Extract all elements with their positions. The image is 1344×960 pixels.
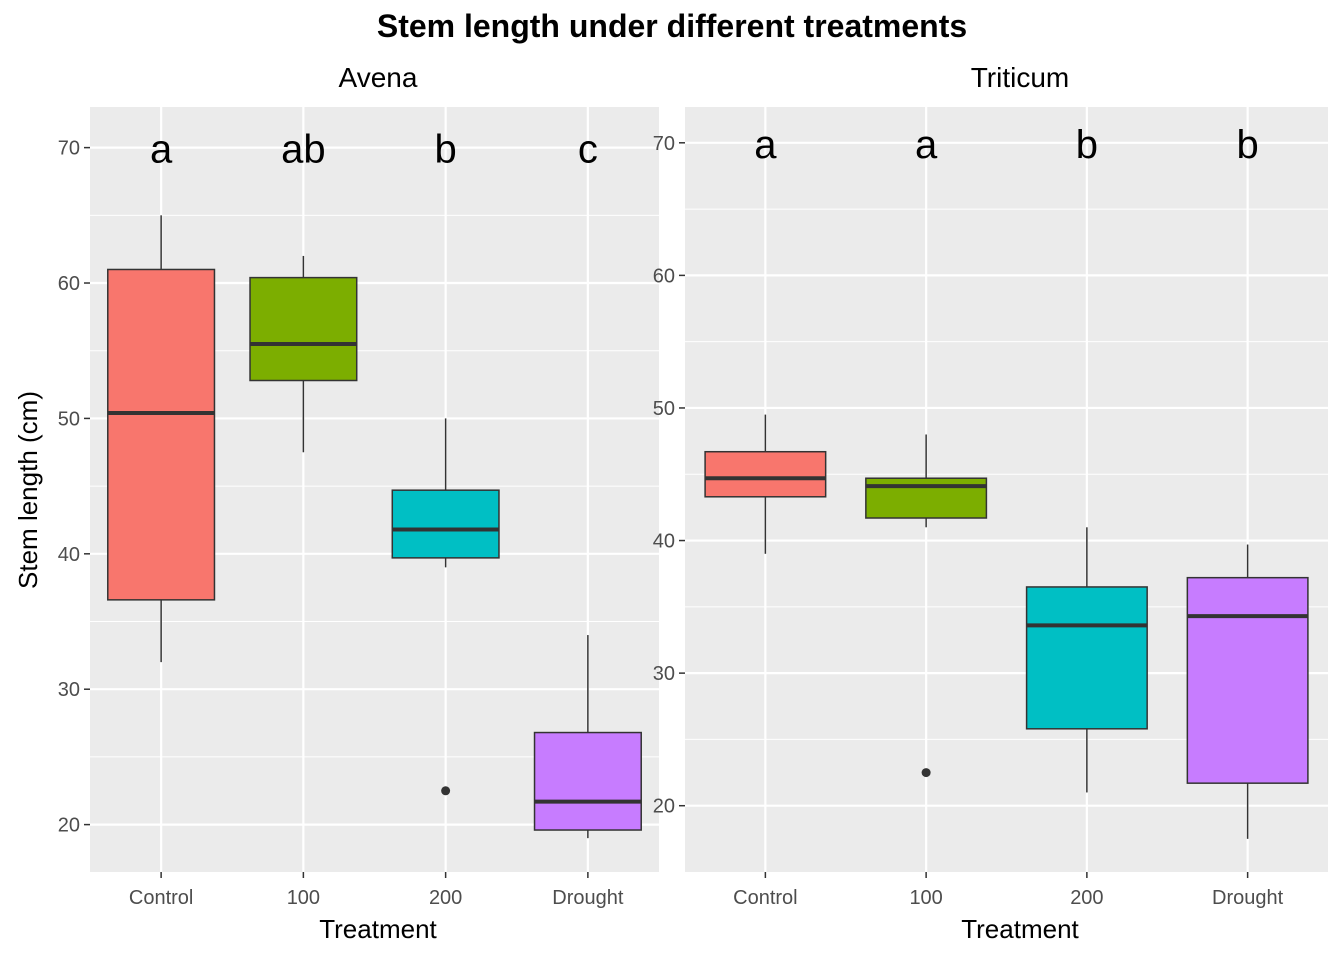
box-Control	[704, 414, 827, 554]
box-100	[249, 255, 358, 453]
y-axis-title: Stem length (cm)	[13, 391, 43, 589]
facet-title: Avena	[339, 62, 418, 93]
box-100	[865, 434, 988, 778]
y-tick-label: 70	[653, 133, 675, 155]
y-tick-label: 70	[58, 138, 80, 160]
x-tick-label: 100	[287, 887, 320, 909]
box-Drought	[1186, 544, 1309, 839]
box-200	[391, 418, 500, 796]
x-tick-label: Drought	[552, 887, 624, 909]
box-iqr	[391, 489, 500, 559]
x-tick-label: Control	[733, 887, 797, 909]
significance-letter: a	[754, 123, 777, 167]
x-tick-label: 100	[909, 887, 942, 909]
outlier-point	[441, 786, 451, 796]
significance-letter: ab	[281, 128, 326, 172]
box-iqr	[249, 276, 358, 382]
box-Control	[107, 215, 216, 663]
significance-letter: a	[150, 128, 173, 172]
significance-letter: b	[1076, 123, 1098, 167]
y-tick-label: 30	[653, 663, 675, 685]
y-tick-label: 40	[58, 544, 80, 566]
significance-letter: b	[1237, 123, 1259, 167]
y-tick-label: 30	[58, 679, 80, 701]
box-iqr	[1186, 576, 1309, 784]
x-tick-label: 200	[429, 887, 462, 909]
x-axis-title: Treatment	[319, 914, 437, 944]
facet-panel-0: Avena 20 30 40 50 60 70 a Control ab 100 b 200 c Droug…	[58, 62, 659, 944]
chart-title: Stem length under different treatments	[377, 8, 967, 44]
y-tick-label: 20	[58, 815, 80, 837]
y-tick-label: 20	[653, 796, 675, 818]
y-tick-label: 40	[653, 531, 675, 553]
box-iqr	[1025, 586, 1148, 730]
x-axis-title: Treatment	[961, 914, 1079, 944]
outlier-point	[921, 768, 931, 778]
facet-title: Triticum	[971, 62, 1070, 93]
x-tick-label: Control	[129, 887, 193, 909]
y-tick-label: 50	[653, 398, 675, 420]
x-tick-label: Drought	[1212, 887, 1284, 909]
y-tick-label: 50	[58, 408, 80, 430]
box-iqr	[107, 268, 216, 601]
box-iqr	[704, 450, 827, 498]
x-tick-label: 200	[1070, 887, 1103, 909]
significance-letter: a	[915, 123, 938, 167]
box-Drought	[533, 635, 642, 839]
significance-letter: b	[435, 128, 457, 172]
significance-letter: c	[578, 128, 598, 172]
y-tick-label: 60	[653, 265, 675, 287]
box-iqr	[533, 731, 642, 831]
y-tick-label: 60	[58, 273, 80, 295]
facet-panel-1: Triticum 20 30 40 50 60 70 a Control a 100 b 200 b Dro…	[653, 62, 1328, 944]
box-200	[1025, 527, 1148, 793]
